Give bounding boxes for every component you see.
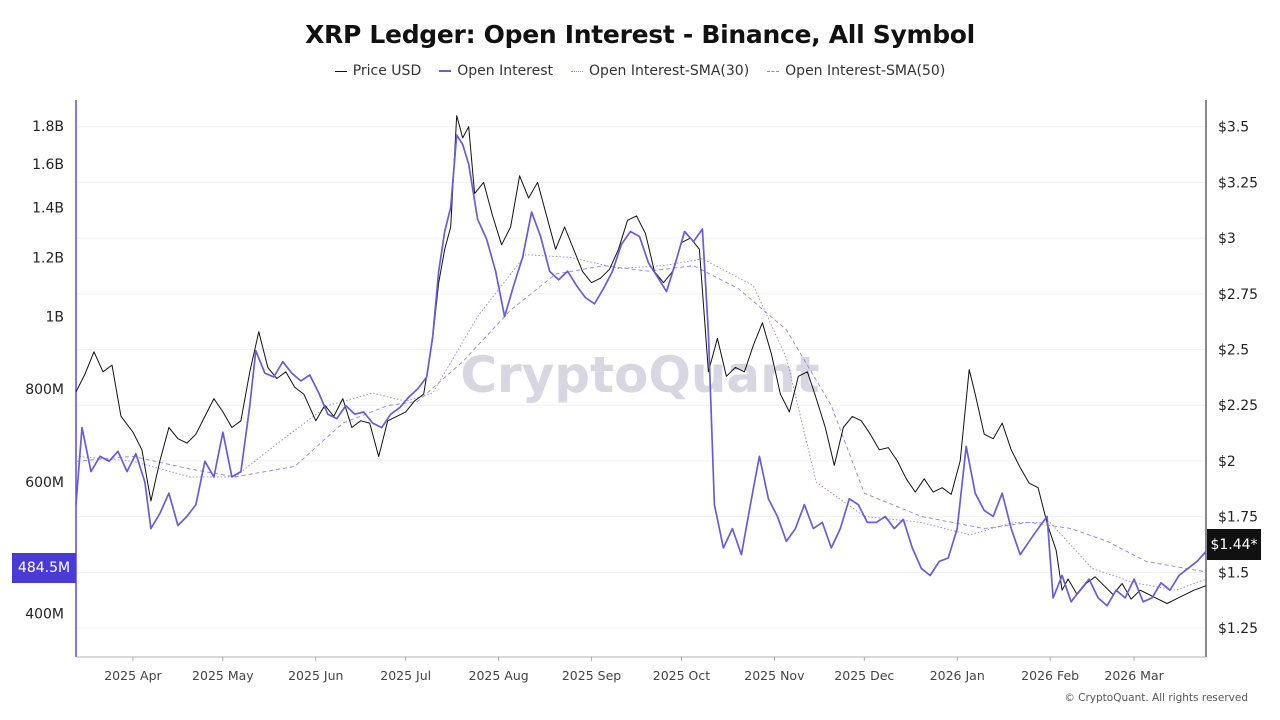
x-tick-label: 2025 Jun [288, 668, 343, 683]
legend: Price USD Open Interest Open Interest-SM… [0, 63, 1280, 79]
right-tick-label: $2.25 [1218, 398, 1258, 414]
legend-item-open-interest[interactable]: Open Interest [439, 63, 553, 79]
right-tick-label: $3.25 [1218, 175, 1258, 191]
chart-title: XRP Ledger: Open Interest - Binance, All… [305, 20, 975, 49]
legend-label-price: Price USD [352, 63, 422, 79]
legend-swatch-price-icon [334, 70, 347, 72]
left-tick-label: 600M [25, 475, 64, 491]
open-interest-line [75, 134, 1207, 607]
x-tick-label: 2025 Oct [653, 668, 710, 683]
left-axis-ticks: 1.8B 1.6B 1.4B 1.2B 1B 800M 600M 400M [25, 119, 64, 623]
left-tick-label: 800M [25, 382, 64, 398]
x-tick-label: 2025 Apr [104, 668, 162, 683]
copyright: © CryptoQuant. All rights reserved [1064, 692, 1248, 704]
x-tick-label: 2025 Aug [469, 668, 529, 683]
legend-item-sma30[interactable]: Open Interest-SMA(30) [571, 63, 749, 79]
x-tick-label: 2025 Sep [562, 668, 621, 683]
right-axis-ticks: $3.5 $3.25 $3 $2.75 $2.5 $2.25 $2 $1.75 $1.5 $1.2… [1218, 120, 1258, 637]
legend-label-open-interest: Open Interest [457, 63, 554, 79]
right-tick-label: $1.5 [1218, 565, 1249, 581]
legend-item-sma50[interactable]: Open Interest-SMA(50) [767, 63, 945, 79]
left-tick-label: 1.4B [32, 200, 64, 216]
legend-label-sma50: Open Interest-SMA(50) [785, 63, 946, 79]
legend-item-price[interactable]: Price USD [334, 63, 422, 79]
legend-label-sma30: Open Interest-SMA(30) [589, 63, 750, 79]
x-tick-label: 2025 Nov [744, 668, 805, 683]
left-tick-label: 1.6B [32, 157, 64, 173]
oi-sma50-line [75, 265, 1207, 573]
right-tick-label: $2.75 [1218, 287, 1258, 303]
right-tick-label: $2 [1218, 454, 1236, 470]
x-tick-label: 2025 Jul [380, 668, 431, 683]
legend-swatch-sma50-icon [767, 70, 780, 72]
oi-sma30-line [75, 254, 1207, 591]
left-tick-label: 1.2B [32, 250, 64, 266]
left-tick-label: 400M [25, 607, 64, 623]
legend-swatch-open-interest-icon [439, 70, 452, 72]
right-tick-label: $1.25 [1218, 621, 1258, 637]
x-tick-label: 2026 Jan [930, 668, 985, 683]
x-tick-label: 2025 May [192, 668, 254, 683]
right-tick-label: $3 [1218, 231, 1236, 247]
gridlines [76, 126, 1206, 629]
current-price-label: $1.44* [1207, 529, 1261, 560]
current-open-interest-label: 484.5M [12, 553, 76, 583]
left-tick-label: 1.8B [32, 119, 64, 135]
price-line [75, 115, 1207, 604]
x-tick-label: 2025 Dec [834, 668, 894, 683]
x-axis-ticks: 2025 Apr 2025 May 2025 Jun 2025 Jul 2025 Aug… [104, 657, 1165, 683]
legend-swatch-sma30-icon [571, 70, 584, 72]
x-tick-label: 2026 Mar [1104, 668, 1164, 683]
series-layer [75, 115, 1207, 607]
right-tick-label: $1.75 [1218, 510, 1258, 526]
x-tick-label: 2026 Feb [1021, 668, 1079, 683]
left-tick-label: 1B [45, 310, 64, 326]
watermark: CryptoQuant [460, 346, 819, 404]
right-tick-label: $3.5 [1218, 120, 1249, 136]
right-tick-label: $2.5 [1218, 343, 1249, 359]
